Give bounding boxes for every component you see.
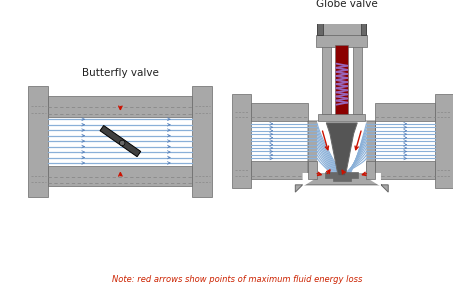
Bar [325,172,358,178]
Bar [322,36,331,114]
Bar [28,86,48,197]
Bar [361,20,366,35]
Polygon shape [302,121,381,187]
Bar [317,20,366,35]
Bar [48,166,192,186]
Polygon shape [295,121,388,192]
Bar [333,177,351,181]
Bar [318,114,365,121]
Bar [192,86,212,197]
Bar [232,94,251,189]
Polygon shape [326,123,357,176]
Circle shape [119,140,125,146]
Text: Globe valve: Globe valve [316,0,378,9]
Bar [251,103,308,121]
Bar [336,45,348,114]
Bar [317,20,323,35]
Text: Butterfly valve: Butterfly valve [82,68,159,78]
Bar [48,96,192,116]
Bar [251,161,308,179]
Bar [375,161,435,179]
Polygon shape [100,125,141,157]
Bar [316,35,367,47]
Bar [375,103,435,121]
Bar [353,36,362,114]
Bar [323,0,361,20]
Bar [330,0,354,20]
Text: Note: red arrows show points of maximum fluid energy loss: Note: red arrows show points of maximum … [112,275,362,284]
Bar [308,161,317,179]
Bar [366,161,375,179]
Bar [435,94,453,189]
